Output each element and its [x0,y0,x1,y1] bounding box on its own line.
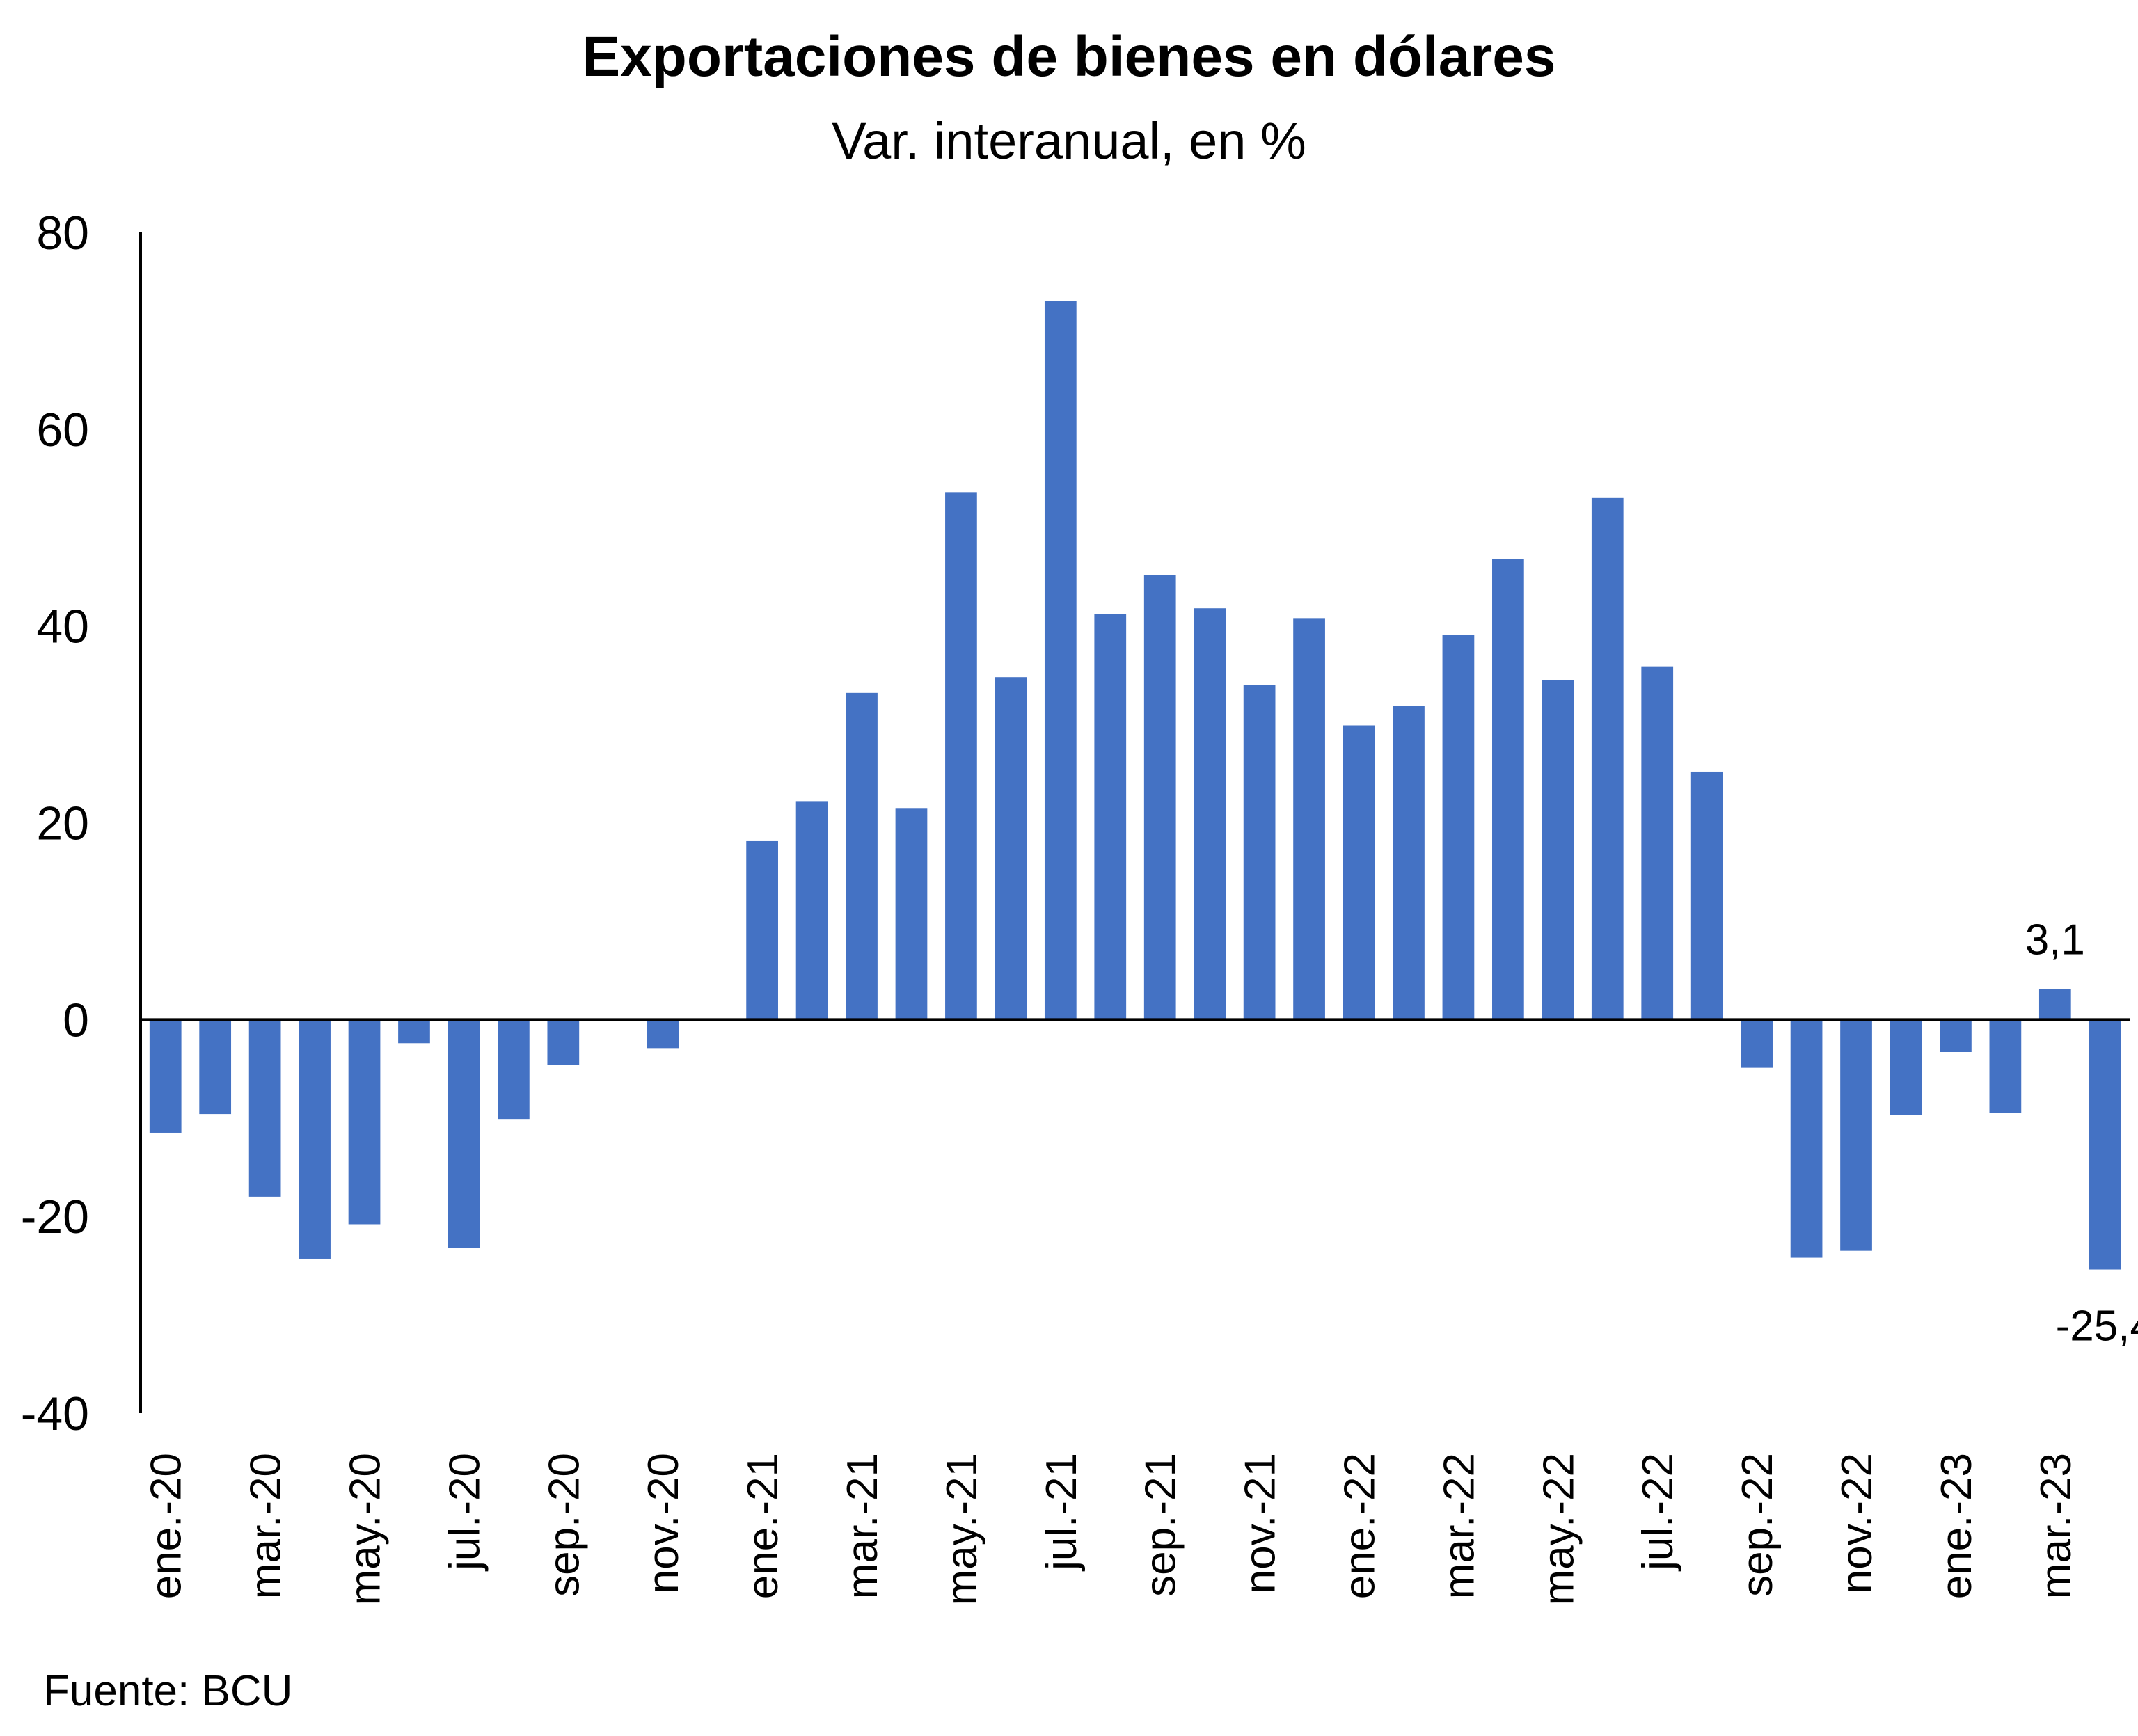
x-tick-label: ene.-22 [1336,1453,1384,1599]
bar [1492,559,1524,1020]
bar [1741,1019,1773,1068]
y-tick-label: 40 [36,600,89,653]
y-tick-label: 80 [36,207,89,260]
bar [746,840,778,1020]
x-tick-label: may.-21 [938,1453,986,1605]
bar [1940,1019,1972,1053]
y-tick-label: -40 [21,1387,89,1440]
x-tick-label: ene.-21 [739,1453,787,1599]
x-tick-label: sep.-21 [1137,1453,1185,1597]
y-tick-label: -20 [21,1190,89,1243]
bar [149,1019,182,1133]
bar [398,1019,430,1044]
bar [1293,618,1325,1020]
bar [2089,1019,2121,1270]
bar [1194,608,1226,1020]
x-tick-label: mar.-22 [1435,1453,1483,1599]
bar [1890,1019,1922,1115]
bar [1094,614,1127,1020]
bar [1641,666,1674,1020]
bar [2038,989,2071,1020]
y-tick-label: 60 [36,404,89,456]
y-tick-label: 0 [63,994,89,1046]
bar [1989,1019,2022,1113]
x-tick-label: ene.-23 [1933,1453,1981,1599]
x-tick-label: jul.-20 [441,1453,489,1572]
bar [1243,685,1276,1020]
bar [1840,1019,1872,1251]
x-tick-label: mar.-20 [242,1453,290,1599]
chart-subtitle: Var. interanual, en % [832,112,1306,170]
y-tick-label: 20 [36,797,89,850]
bar [199,1019,232,1115]
bar [1044,301,1077,1020]
bar [498,1019,530,1120]
bar [795,801,828,1020]
x-tick-label: mar.-21 [839,1453,887,1599]
bar [1790,1019,1823,1258]
data-label: 3,1 [2025,916,2085,964]
bar [647,1019,679,1049]
bar [895,808,928,1020]
data-label: -25,4 [2056,1303,2138,1351]
x-tick-label: mar.-23 [2032,1453,2080,1599]
bar [248,1019,281,1197]
x-tick-label: may.-20 [342,1453,390,1605]
bar [995,677,1027,1020]
chart-title: Exportaciones de bienes en dólares [582,25,1556,88]
bar [1591,497,1624,1020]
bar [348,1019,381,1225]
x-tick-label: nov.-20 [640,1453,688,1593]
x-tick-label: nov.-21 [1237,1453,1285,1593]
x-tick-label: ene.-20 [143,1453,191,1599]
x-tick-label: jul.-21 [1038,1453,1086,1572]
bar [1442,635,1475,1020]
x-tick-label: nov.-22 [1833,1453,1881,1593]
bar [945,492,977,1020]
bar [846,692,878,1020]
bar [547,1019,580,1065]
bar [1690,771,1723,1020]
bar [448,1019,480,1248]
x-tick-label: jul.-22 [1634,1453,1682,1572]
x-tick-label: sep.-22 [1734,1453,1782,1597]
source-note: Fuente: BCU [43,1667,293,1715]
bar [1542,680,1574,1020]
x-tick-label: sep.-20 [540,1453,588,1597]
bar [299,1019,331,1259]
bar [1143,575,1176,1020]
x-tick-label: may.-22 [1535,1453,1583,1605]
bar [1393,706,1425,1020]
bar [1343,725,1375,1020]
